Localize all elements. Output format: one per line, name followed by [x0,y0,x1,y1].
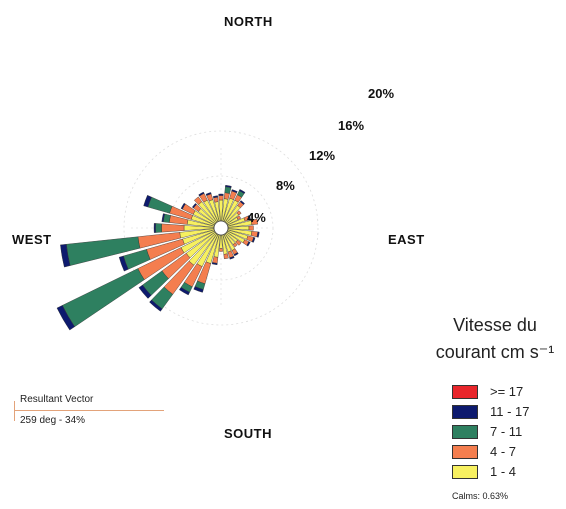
rose-segment [250,218,259,225]
rose-segment [224,186,232,194]
resultant-vector-line [14,410,164,411]
rose-segment [193,286,204,293]
legend-label: 4 - 7 [490,444,517,459]
rose-segment [236,210,242,216]
rose-segment [225,185,232,188]
legend: >= 17 11 - 17 7 - 11 4 - 7 1 - 4 [452,382,530,482]
rose-segment [62,268,145,327]
rose-segment [218,195,224,201]
rose-segment [229,256,235,260]
rose-segment [161,223,185,233]
legend-swatch [452,464,478,479]
east-label: EAST [388,232,425,247]
legend-item: >= 17 [452,382,530,401]
rose-segment [161,213,165,223]
legend-swatch [452,424,478,439]
resultant-title: Resultant Vector [20,394,94,405]
rose-segment [233,252,239,257]
rose-segment [236,215,242,220]
rose-segment [250,231,259,238]
legend-title-line2: courant cm s⁻¹ [435,342,555,362]
rose-segment [212,195,218,199]
legend-label: >= 17 [490,384,524,399]
rose-segment [223,192,230,200]
rose-segment [153,223,156,233]
ring-label: 12% [309,148,335,163]
legend-swatch [452,404,478,419]
rose-segment [232,242,238,248]
rose-segment [251,237,256,243]
rose-segment [155,223,162,233]
legend-label: 7 - 11 [490,424,523,439]
rose-segment [223,253,229,260]
rose-segment [179,286,190,296]
rose-segment [235,239,242,246]
rose-segment [192,203,197,209]
rose-segment [247,215,252,221]
rose-segment [198,191,205,197]
legend-label: 1 - 4 [490,464,517,479]
rose-segment [218,193,224,196]
rose-segment [147,196,173,214]
ring-labels: 4% 8% 12%16% 20% [247,86,394,225]
north-label: NORTH [224,14,273,29]
resultant-vector-tick [14,401,15,421]
rose-segment [256,231,260,238]
rose-segment [212,256,219,264]
legend-item: 7 - 11 [452,422,530,441]
rose-segment [205,192,212,196]
rose-segment [138,284,152,299]
rose-segment [149,299,163,312]
legend-swatch [452,444,478,459]
rose-segment [238,189,246,194]
ring-label: 4% [247,210,266,225]
rose-segment [246,241,251,247]
rose-segment [219,248,223,252]
rose-segment [193,196,203,205]
legend-label: 11 - 17 [490,404,530,419]
west-label: WEST [12,232,52,247]
rose-segment [118,255,129,272]
rose-segment [211,262,218,266]
rose-segment [248,225,254,231]
rose-segment [231,189,238,194]
south-label: SOUTH [224,426,272,441]
ring-label: 20% [368,86,394,101]
calms-label: Calms: 0.63% [452,491,509,501]
chart-bars [56,185,260,331]
legend-swatch [452,384,478,399]
legend-item: 4 - 7 [452,442,530,461]
legend-title-line1: Vitesse du [453,315,537,335]
rose-segment [143,194,152,208]
resultant-value: 259 deg - 34% [20,415,86,426]
ring-label: 8% [276,178,295,193]
legend-item: 11 - 17 [452,402,530,421]
ring-label: 16% [338,118,364,133]
grid-ring [123,130,319,326]
legend-item: 1 - 4 [452,462,530,481]
rose-segment [180,202,186,210]
rose-segment [56,305,75,331]
rose-segment [239,200,245,205]
resultant-vector: Resultant Vector 259 deg - 34% [20,394,93,426]
legend-title: Vitesse du courant cm s⁻¹ [425,312,565,366]
rose-segment [60,244,71,268]
rose-hub [213,220,229,236]
